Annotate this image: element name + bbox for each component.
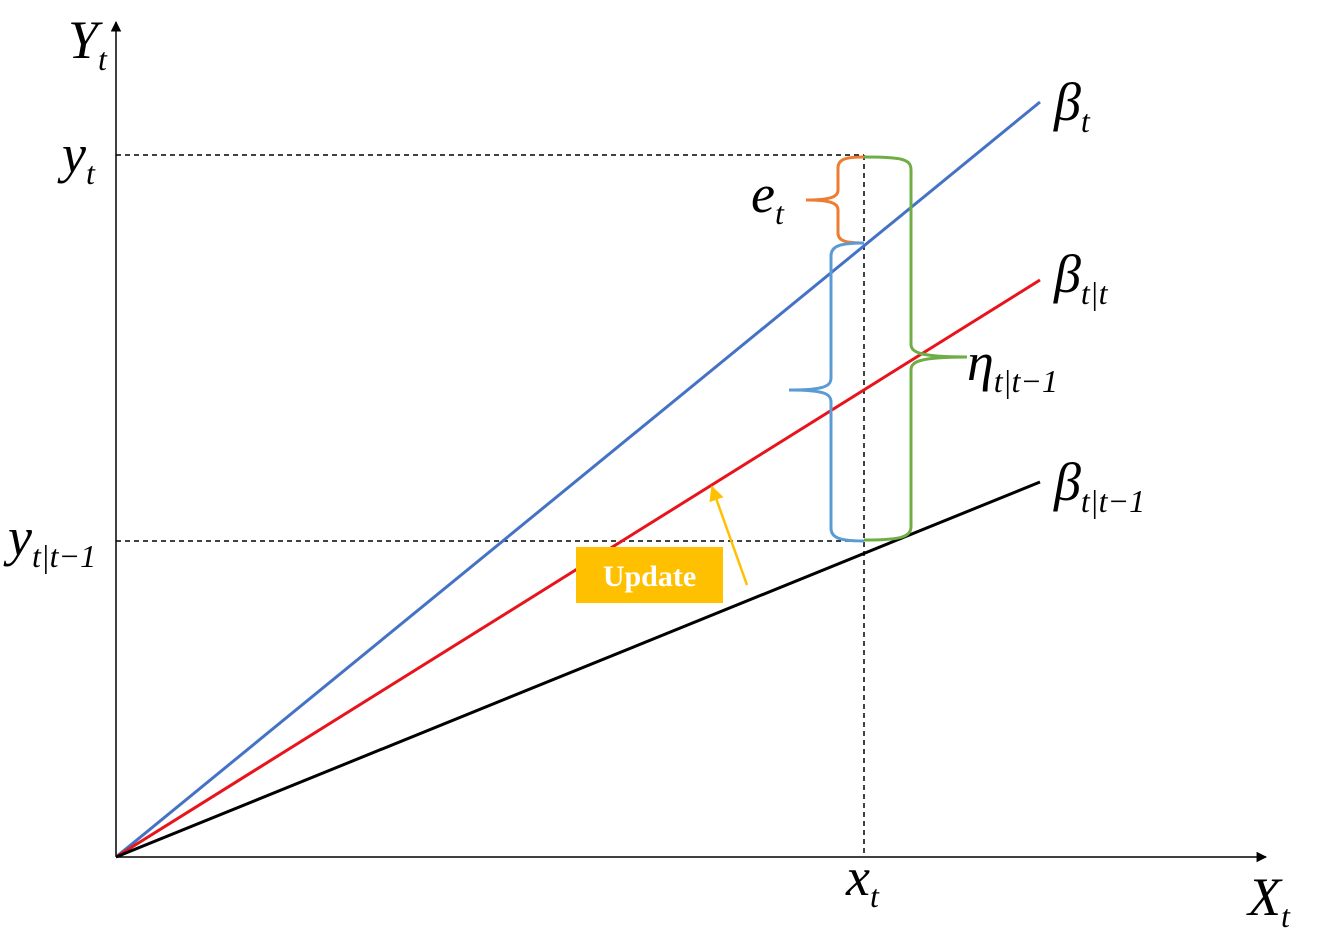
error-brace [805, 155, 865, 245]
update-box [576, 547, 723, 603]
label-beta-t: βt [1053, 72, 1091, 139]
line-beta-t-given-t-minus-1 [115, 480, 1041, 859]
x-axis-label: Xt [1246, 867, 1291, 934]
y-axis-label: Yt [68, 10, 108, 77]
label-beta-t-given-t: βt|t [1053, 244, 1109, 311]
label-eta: ηt|t−1 [967, 332, 1058, 399]
label-error: et [751, 164, 785, 231]
eta-brace [863, 155, 968, 542]
update-arrow [709, 485, 749, 586]
update-label: Update [603, 560, 696, 593]
line-beta-t [115, 100, 1041, 859]
tick-x-t: xt [845, 847, 880, 914]
middle-brace [788, 241, 865, 543]
label-beta-t-given-t-minus-1: βt|t−1 [1053, 452, 1145, 519]
tick-y-t: yt [57, 124, 96, 191]
tick-y-pred: yt|t−1 [3, 507, 96, 574]
